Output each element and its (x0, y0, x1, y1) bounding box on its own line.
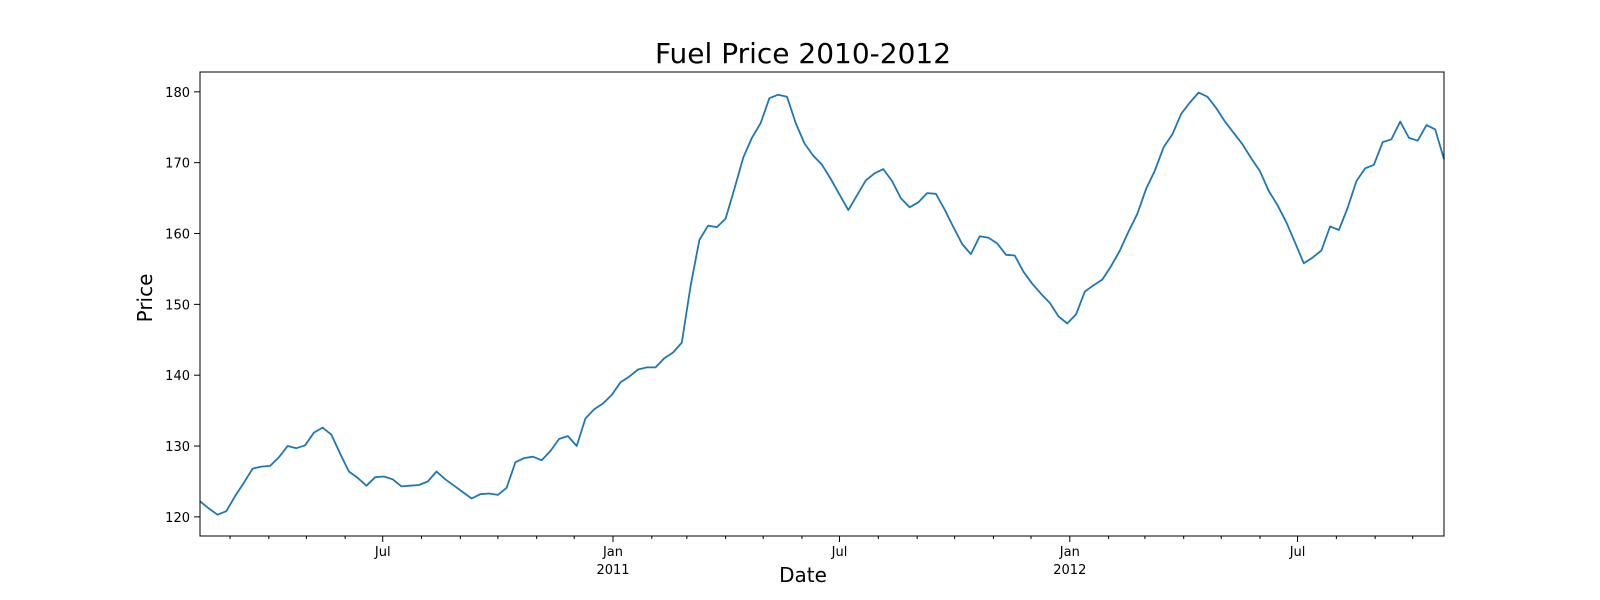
y-axis-label: Price (133, 274, 157, 323)
axis-ticks: 120 130 140 150 160 170 180 Jul Jan 2011 Jul Jan 201… (165, 86, 1414, 578)
y-tick-label: 180 (165, 86, 190, 101)
y-tick-label: 140 (165, 369, 190, 384)
y-tick-label: 130 (165, 440, 190, 455)
x-tick-year-label: 2012 (1053, 563, 1086, 578)
y-tick-label: 120 (165, 511, 190, 526)
y-tick-label: 170 (165, 157, 190, 172)
x-tick-label: Jul (1289, 545, 1306, 560)
x-tick-label: Jul (831, 545, 848, 560)
y-tick-label: 160 (165, 228, 190, 243)
x-tick-label: Jan (602, 545, 623, 560)
chart-title: Fuel Price 2010-2012 (655, 37, 951, 70)
series-line (199, 91, 1445, 516)
x-tick-label: Jul (374, 545, 391, 560)
x-tick-year-label: 2011 (596, 563, 629, 578)
y-tick-label: 150 (165, 298, 190, 313)
x-axis-label: Date (779, 563, 827, 587)
plot-frame (199, 71, 1445, 537)
x-tick-label: Jan (1059, 545, 1080, 560)
